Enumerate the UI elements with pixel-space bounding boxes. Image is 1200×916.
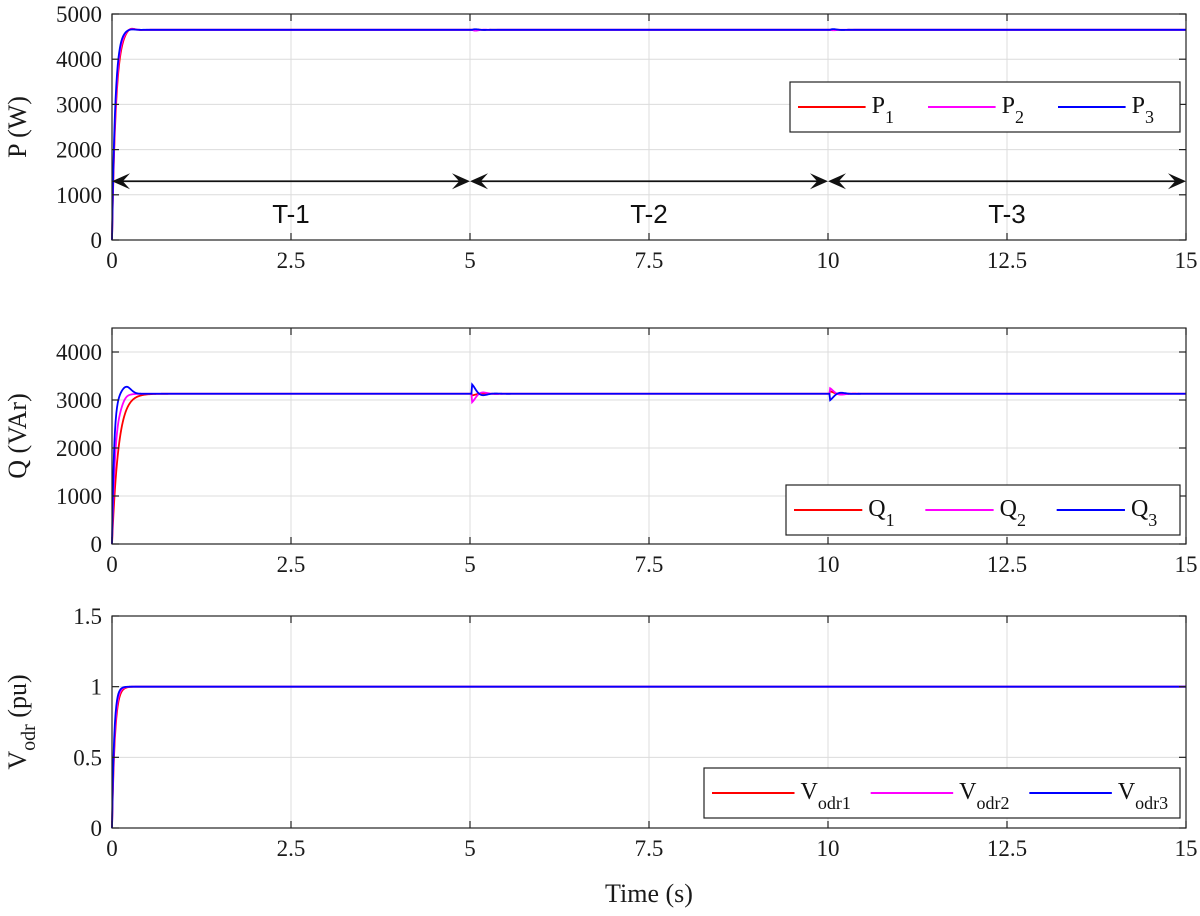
y-tick-label: 1000 (56, 484, 102, 509)
y-tick-label: 0 (91, 532, 103, 557)
y-axis-label: Q (VAr) (3, 393, 32, 478)
y-tick-label: 4000 (56, 340, 102, 365)
panel-3: 0 2.5 5 7.5 10 12.5 15 0 0.5 1 1.5 Vodr (pu) Time (s… (3, 604, 1198, 908)
arrow-head-left (828, 173, 846, 190)
y-tick-label: 1000 (56, 183, 102, 208)
legend-entry-p3: P3 (1132, 93, 1154, 127)
x-tick-label: 0 (106, 836, 118, 861)
x-tick-label: 2.5 (277, 552, 306, 577)
x-tick-label: 15 (1175, 552, 1198, 577)
legend-entry-p1: P1 (872, 93, 894, 127)
y-tick-label: 3000 (56, 388, 102, 413)
legend-entry-vodr3: Vodr3 (1118, 779, 1168, 813)
x-tick-label: 12.5 (987, 836, 1027, 861)
x-tick-label: 0 (106, 248, 118, 273)
x-tick-label: 0 (106, 552, 118, 577)
y-tick-label: 4000 (56, 47, 102, 72)
legend-entry-q1: Q1 (868, 496, 894, 530)
arrow-head-right (452, 173, 470, 190)
legend-entry-p2: P2 (1002, 93, 1024, 127)
x-tick-label: 5 (464, 552, 476, 577)
interval-label: T-2 (630, 199, 668, 229)
interval-label: T-3 (988, 199, 1026, 229)
y-tick-label: 5000 (56, 2, 102, 27)
y-tick-label: 0 (91, 816, 103, 841)
interval-label: T-1 (272, 199, 310, 229)
y-tick-label: 2000 (56, 138, 102, 163)
x-tick-label: 10 (817, 836, 840, 861)
legend-entry-vodr2: Vodr2 (959, 779, 1009, 813)
y-tick-label: 0.5 (73, 745, 102, 770)
x-tick-label: 15 (1175, 836, 1198, 861)
arrow-head-right (1168, 173, 1186, 190)
x-tick-label: 2.5 (277, 248, 306, 273)
panel-2: 0 2.5 5 7.5 10 12.5 15 0 1000 2000 3000 4000 Q (VAr)… (3, 327, 1198, 577)
y-tick-label: 3000 (56, 92, 102, 117)
interval-annotations: T-1 T-2 T-3 (112, 173, 1186, 229)
legend: Vodr1 Vodr2 Vodr3 (703, 767, 1181, 819)
x-axis-label: Time (s) (605, 879, 693, 908)
ticks: 0 2.5 5 7.5 10 12.5 15 0 1000 2000 3000 4000 5000 (56, 2, 1198, 273)
y-tick-label: 1 (91, 675, 103, 700)
arrow-head-left (470, 173, 488, 190)
series-line-p3 (111, 28, 1186, 241)
legend-entry-q3: Q3 (1131, 496, 1157, 530)
x-tick-label: 10 (817, 248, 840, 273)
x-tick-label: 7.5 (635, 836, 664, 861)
legend: Q1 Q2 Q3 (785, 484, 1181, 536)
ticks: 0 2.5 5 7.5 10 12.5 15 0 1000 2000 3000 4000 (56, 328, 1198, 577)
x-tick-label: 2.5 (277, 836, 306, 861)
panel-1: T-1 T-2 T-3 0 2.5 5 7.5 10 12.5 15 0 1000 2000 3000 40… (3, 2, 1198, 273)
series-line-q3 (111, 382, 1186, 544)
ticks: 0 2.5 5 7.5 10 12.5 15 0 0.5 1 1.5 (73, 604, 1197, 861)
x-tick-label: 10 (817, 552, 840, 577)
x-tick-label: 7.5 (635, 248, 664, 273)
x-tick-label: 12.5 (987, 552, 1027, 577)
legend-entry-vodr1: Vodr1 (801, 779, 851, 813)
y-axis-label: P (W) (3, 96, 32, 158)
arrow-head-left (112, 173, 130, 190)
y-tick-label: 2000 (56, 436, 102, 461)
series-group (111, 685, 1186, 829)
x-tick-label: 7.5 (635, 552, 664, 577)
x-tick-label: 12.5 (987, 248, 1027, 273)
arrow-head-right (810, 173, 828, 190)
x-tick-label: 5 (464, 248, 476, 273)
y-tick-label: 1.5 (73, 604, 102, 629)
x-tick-label: 15 (1175, 248, 1198, 273)
x-tick-label: 5 (464, 836, 476, 861)
legend: P1 P2 P3 (789, 81, 1181, 133)
series-group (111, 382, 1186, 545)
series-group (111, 27, 1186, 241)
series-line-vodr3 (111, 685, 1186, 829)
legend-entry-q2: Q2 (1000, 496, 1026, 530)
y-tick-label: 0 (91, 228, 103, 253)
y-axis-label: Vodr (pu) (3, 674, 40, 769)
